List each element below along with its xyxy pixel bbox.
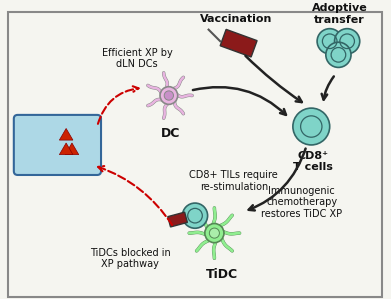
FancyArrowPatch shape: [98, 86, 138, 124]
FancyBboxPatch shape: [8, 12, 382, 297]
Polygon shape: [59, 129, 73, 140]
FancyBboxPatch shape: [14, 115, 101, 175]
Polygon shape: [168, 212, 187, 227]
Polygon shape: [220, 29, 257, 57]
Text: DC: DC: [161, 126, 181, 140]
FancyArrowPatch shape: [322, 77, 334, 100]
Circle shape: [209, 228, 219, 238]
Text: CD8+ TILs require
re-stimulation: CD8+ TILs require re-stimulation: [189, 170, 278, 192]
Text: Tumor
antigens: Tumor antigens: [27, 130, 81, 152]
Circle shape: [326, 42, 351, 67]
FancyArrowPatch shape: [193, 87, 286, 115]
Circle shape: [160, 87, 178, 104]
Text: Immunogenic
chemotherapy
restores TiDC XP: Immunogenic chemotherapy restores TiDC X…: [261, 185, 342, 219]
FancyArrowPatch shape: [98, 166, 172, 225]
Text: TiDC: TiDC: [206, 268, 238, 281]
Text: Adoptive
transfer: Adoptive transfer: [312, 3, 367, 25]
Circle shape: [293, 108, 330, 145]
Polygon shape: [59, 143, 73, 155]
Circle shape: [164, 91, 174, 100]
Circle shape: [317, 29, 342, 54]
Circle shape: [335, 29, 360, 54]
FancyArrowPatch shape: [246, 56, 302, 102]
Text: Vaccination: Vaccination: [199, 14, 272, 24]
Text: CD8⁺
T cells: CD8⁺ T cells: [293, 151, 333, 172]
Polygon shape: [65, 143, 79, 155]
Circle shape: [205, 224, 224, 243]
Text: Efficient XP by
dLN DCs: Efficient XP by dLN DCs: [102, 48, 172, 69]
FancyArrowPatch shape: [249, 149, 306, 210]
Text: TiDCs blocked in
XP pathway: TiDCs blocked in XP pathway: [90, 248, 170, 269]
Circle shape: [183, 203, 208, 228]
